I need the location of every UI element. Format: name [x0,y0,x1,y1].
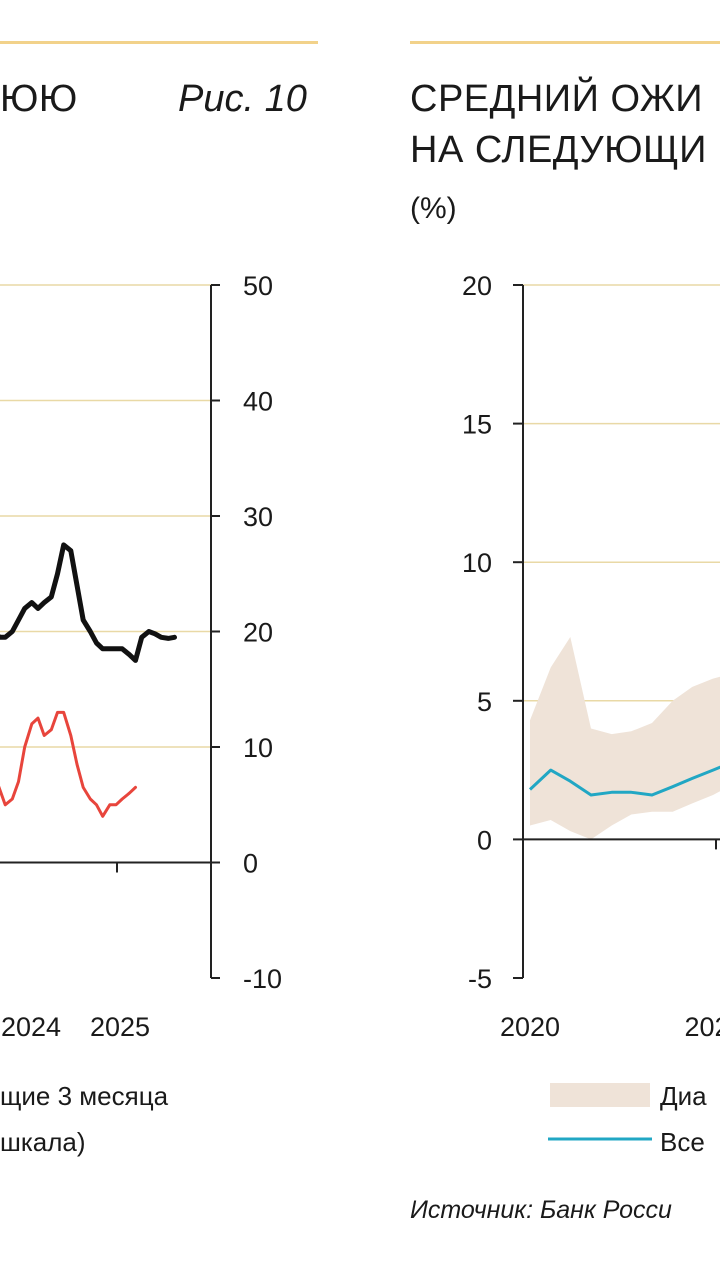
right-x-tick-label: 202 [684,1012,720,1042]
left-legend-line1: щие 3 месяца [0,1081,169,1111]
right-top-rule [410,41,720,44]
figure-label: Рис. 10 [178,78,307,120]
left-title-fragment: ЮЮ [0,78,78,120]
source-note: Источник: Банк Росси [410,1196,672,1224]
left-x-tick-label: 2024 [1,1012,61,1042]
right-unit-label: (%) [410,192,457,225]
right-y-tick-label: 10 [462,548,492,578]
left-series-red [0,710,137,818]
left-y-tick-label: 50 [243,271,273,301]
right-title-line1: СРЕДНИЙ ОЖИ [410,78,704,120]
legend-band-swatch [550,1083,650,1107]
left-y-tick-label: 20 [243,618,273,648]
left-x-tick-label: 2025 [90,1012,150,1042]
right-legend-line-label: Все [660,1127,705,1157]
left-series-black [0,542,177,663]
right-range-band [530,637,720,840]
left-y-tick-label: -10 [243,964,282,994]
right-y-tick-label: 5 [477,687,492,717]
left-y-tick-label: 10 [243,733,273,763]
left-y-tick-label: 30 [243,502,273,532]
left-top-rule [0,41,318,44]
right-y-tick-label: 20 [462,271,492,301]
right-title-line2: НА СЛЕДУЮЩИ [410,129,707,171]
right-y-tick-label: -5 [468,964,492,994]
right-x-tick-label: 2020 [500,1012,560,1042]
right-y-tick-label: 15 [462,410,492,440]
left-legend-line2: шкала) [0,1127,86,1157]
right-y-tick-label: 0 [477,825,492,855]
right-series-all [528,765,720,797]
right-legend-band-label: Диа [660,1081,707,1111]
left-y-tick-label: 40 [243,387,273,417]
left-y-tick-label: 0 [243,849,258,879]
